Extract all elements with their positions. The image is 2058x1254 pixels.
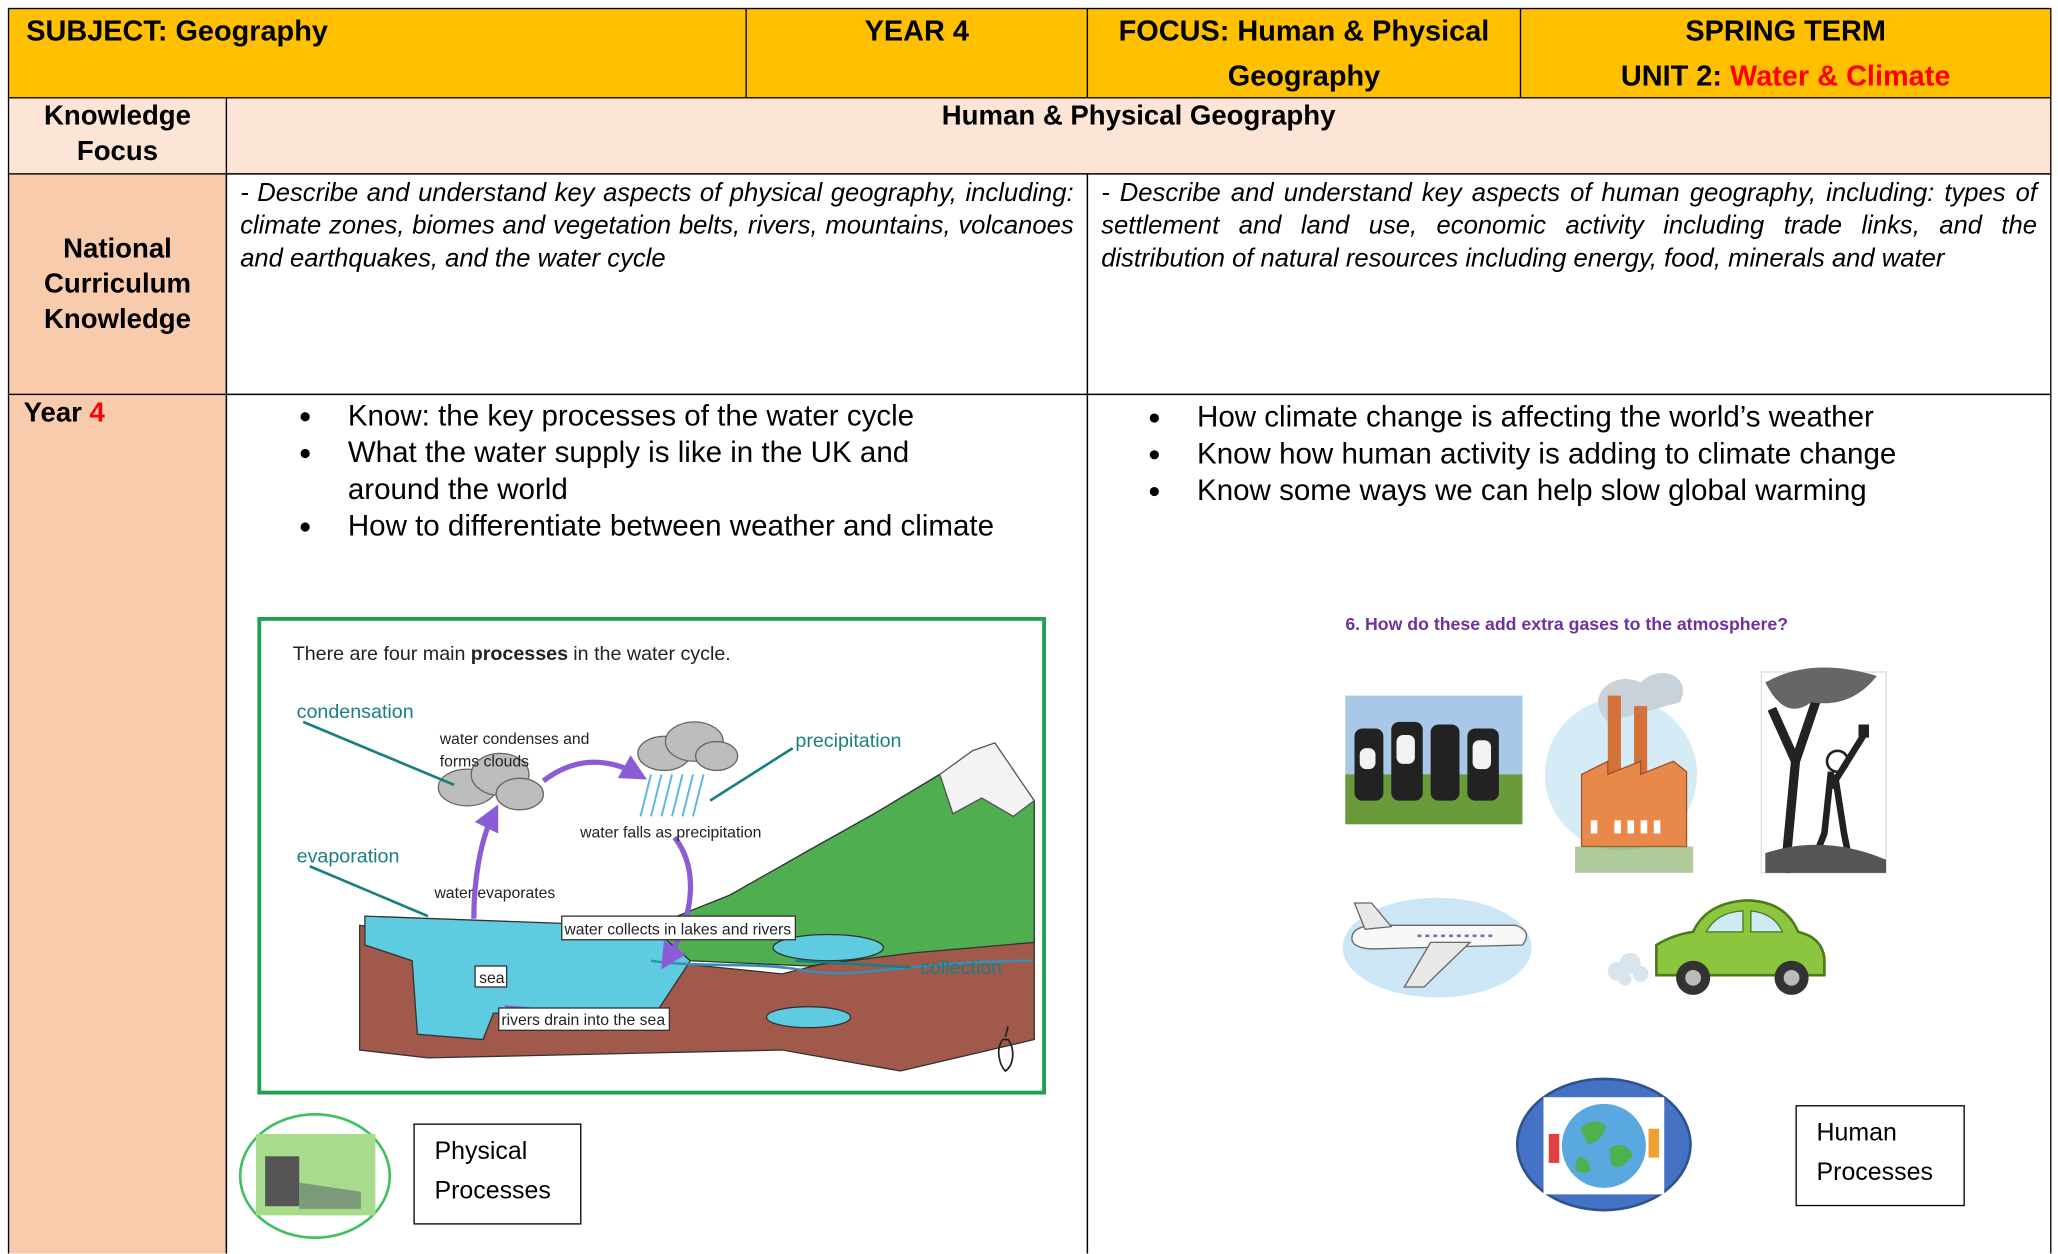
note-collects: water collects in lakes and rivers <box>563 922 791 939</box>
physical-points: Know: the key processes of the water cyc… <box>227 395 1087 545</box>
atmosphere-question: 6. How do these add extra gases to the a… <box>1345 614 1788 634</box>
note-condenses-1: water condenses and <box>439 731 590 748</box>
physical-box-text: Physical Processes <box>434 1138 550 1205</box>
bullet-point: Know how human activity is adding to cli… <box>1176 436 1998 473</box>
physical-box: Physical Processes <box>413 1124 581 1225</box>
year-label-cell: Year 4 <box>8 394 227 1254</box>
label-precipitation: precipitation <box>795 730 901 752</box>
year-number: 4 <box>90 398 105 428</box>
label-evaporation: evaporation <box>297 845 400 867</box>
human-icon <box>1515 1076 1694 1215</box>
subject: SUBJECT: Geography <box>26 14 328 47</box>
nc-physical-cell: - Describe and understand key aspects of… <box>226 173 1088 395</box>
knowledge-focus: Human & Physical Geography <box>942 101 1336 131</box>
unit-prefix: UNIT 2: <box>1621 59 1722 92</box>
intro-start: There are four main <box>293 643 466 665</box>
term-cell: SPRING TERM UNIT 2: Water & Climate <box>1520 8 2052 99</box>
term: SPRING TERM <box>1521 9 2050 54</box>
focus: FOCUS: Human & Physical Geography <box>1119 14 1490 91</box>
note-drain: rivers drain into the sea <box>501 1012 665 1029</box>
document: SUBJECT: Geography YEAR 4 FOCUS: Human &… <box>0 0 2058 1253</box>
unit-topic: Water & Climate <box>1730 59 1950 92</box>
knowledge-focus-label: Knowledge Focus <box>8 97 227 174</box>
year-cell: YEAR 4 <box>746 8 1089 99</box>
bullet-point: Know some ways we can help slow global w… <box>1176 473 1998 510</box>
label: Knowledge Focus <box>44 101 191 167</box>
year-label: Year <box>24 398 82 428</box>
year: YEAR 4 <box>865 14 969 47</box>
human-box-text: Human Processes <box>1817 1120 1933 1187</box>
bullet-point: How climate change is affecting the worl… <box>1176 399 1998 436</box>
unit: UNIT 2: Water & Climate <box>1521 54 2050 99</box>
nc-label-cell: National Curriculum Knowledge <box>8 173 227 395</box>
human-box: Human Processes <box>1796 1105 1965 1206</box>
physical-icon <box>236 1110 396 1241</box>
note-condenses-2: forms clouds <box>440 754 529 771</box>
note-sea: sea <box>479 970 505 987</box>
intro-bold: processes <box>471 643 568 665</box>
nc-physical: - Describe and understand key aspects of… <box>240 179 1073 274</box>
human-points: How climate change is affecting the worl… <box>1088 395 2050 509</box>
nc-label: National Curriculum Knowledge <box>9 231 226 337</box>
page: {"header": {"subject": "SUBJECT: Geograp… <box>0 0 2058 1254</box>
focus-cell: FOCUS: Human & Physical Geography <box>1087 8 1521 99</box>
note-evaporates: water evaporates <box>433 885 555 902</box>
nc-human-cell: - Describe and understand key aspects of… <box>1087 173 2052 395</box>
bullet-point: Know: the key processes of the water cyc… <box>327 398 1008 435</box>
bullet-point: What the water supply is like in the UK … <box>327 434 1008 508</box>
atmosphere-images: 6. How do these add extra gases to the a… <box>1313 604 1917 1024</box>
label-collection: collection <box>920 957 1002 979</box>
bullet-point: How to differentiate between weather and… <box>327 508 1008 545</box>
subject-cell: SUBJECT: Geography <box>8 8 747 99</box>
knowledge-focus-cell: Human & Physical Geography <box>226 97 2052 174</box>
nc-human: - Describe and understand key aspects of… <box>1101 179 2037 274</box>
note-falls: water falls as precipitation <box>579 824 761 841</box>
intro-end: in the water cycle. <box>573 643 730 665</box>
label-condensation: condensation <box>297 701 414 723</box>
